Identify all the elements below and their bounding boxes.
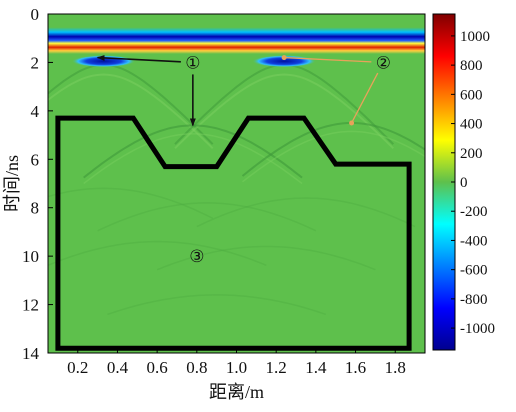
x-tick-label: 1.2 — [266, 358, 287, 377]
annotation-dot — [349, 120, 355, 126]
x-axis: 0.2 0.4 0.6 0.8 1.0 1.2 1.4 1.6 1.8 — [67, 348, 406, 377]
colorbar-tick-label: 800 — [460, 58, 483, 74]
colorbar-tick-label: 400 — [460, 117, 483, 133]
y-tick-label: 8 — [31, 199, 40, 218]
x-tick-label: 0.8 — [186, 358, 207, 377]
annotation-label: ② — [376, 53, 391, 73]
y-axis: 0 2 4 6 8 10 12 14 — [22, 5, 53, 363]
colorbar-tick-label: -600 — [460, 263, 488, 279]
colorbar-tick-label: -400 — [460, 233, 488, 249]
reflection-blob — [71, 55, 136, 68]
x-tick-label: 0.6 — [147, 358, 168, 377]
x-axis-title: 距离/m — [209, 382, 264, 402]
colorbar-tick-label: 0 — [460, 175, 468, 191]
region-outline — [55, 115, 412, 351]
annotation-label: ③ — [189, 247, 204, 267]
annotation-arrow — [284, 56, 372, 63]
hyperbola-reflections — [48, 63, 425, 316]
plot-area — [48, 14, 425, 353]
hyperbola-curve — [107, 294, 327, 316]
hyperbola-curve — [156, 245, 376, 271]
hyperbola-curve — [48, 240, 267, 266]
direct-wave-band — [48, 27, 425, 54]
x-tick-label: 0.2 — [67, 358, 88, 377]
hyperbola-curve — [48, 73, 214, 150]
y-tick-label: 2 — [31, 53, 40, 72]
colorbar-tick-label: -200 — [460, 204, 488, 220]
hyperbola-curve — [97, 202, 317, 232]
y-axis-title: 时间/ns — [2, 155, 22, 212]
colorbar-tick-label: 600 — [460, 87, 483, 103]
x-tick-label: 1.0 — [226, 358, 247, 377]
colorbar-tick-label: 200 — [460, 146, 483, 162]
y-tick-label: 6 — [31, 150, 40, 169]
x-tick-label: 1.4 — [305, 358, 327, 377]
colorbar-ticks: 1000 800 600 400 200 0 -200 -400 -600 -800 -1000 — [451, 29, 495, 337]
annotation-dot — [281, 55, 287, 61]
x-tick-label: 1.8 — [385, 358, 406, 377]
annotation-arrow — [96, 54, 181, 63]
annotation-labels: ① ② ③ — [185, 53, 391, 267]
annotation-arrows — [96, 54, 379, 127]
y-tick-label: 4 — [31, 102, 40, 121]
colorbar-tick-label: -1000 — [460, 321, 495, 337]
y-tick-label: 14 — [22, 344, 40, 363]
hyperbola-curve — [242, 130, 425, 183]
annotation-arrow — [351, 72, 379, 124]
annotation-label: ① — [185, 53, 200, 73]
colorbar-tick-label: 1000 — [460, 29, 490, 45]
x-tick-label: 1.6 — [345, 358, 366, 377]
plot-background — [48, 14, 425, 353]
y-tick-label: 10 — [22, 247, 39, 266]
colorbar-tick-label: -800 — [460, 292, 488, 308]
y-tick-label: 0 — [31, 5, 40, 24]
hyperbola-curve — [196, 197, 416, 228]
hyperbola-curve — [48, 187, 214, 219]
x-tick-label: 0.4 — [107, 358, 129, 377]
y-tick-label: 12 — [22, 296, 39, 315]
